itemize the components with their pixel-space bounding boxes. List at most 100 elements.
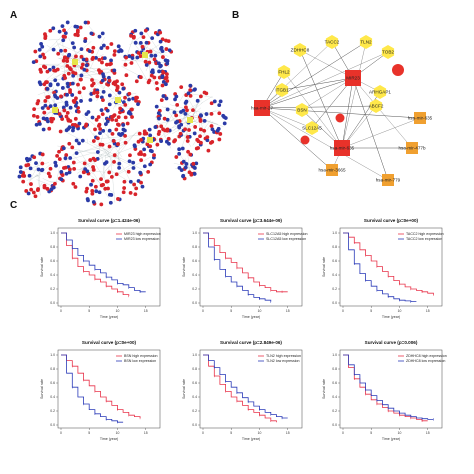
node-label: BSN: [297, 108, 306, 113]
network-node: [108, 200, 113, 205]
y-tick-label: 1.0: [50, 231, 55, 235]
network-node: [91, 200, 96, 204]
network-edge: [341, 77, 354, 149]
network-node: [204, 91, 209, 96]
network-node: [148, 162, 153, 167]
network-node: [159, 63, 163, 68]
network-edge: [190, 120, 205, 124]
network-node: [31, 60, 36, 65]
network-node: [206, 148, 211, 153]
network-node: [165, 72, 169, 77]
network-node: [134, 79, 139, 84]
network-node: [39, 42, 43, 46]
x-tick-label: 5: [230, 309, 232, 313]
network-node: [101, 43, 106, 48]
network-edge: [261, 107, 389, 181]
network-node: [121, 123, 126, 127]
network-edge: [110, 100, 114, 102]
network-node: [101, 98, 105, 103]
network-node: [65, 59, 70, 63]
network-edge: [101, 154, 106, 179]
network-node: [112, 52, 117, 57]
network-node: [71, 181, 76, 186]
network-node: [221, 113, 226, 118]
network-node: [70, 41, 75, 45]
network-node: [172, 110, 177, 115]
network-node: [39, 168, 44, 173]
x-axis-label: Time (year): [382, 315, 400, 319]
network-node: [217, 103, 222, 108]
legend-entry: BSN low expression: [124, 359, 156, 363]
panel-a-network: [17, 20, 228, 207]
network-node: [148, 49, 153, 54]
network-node: [139, 180, 143, 185]
network-node: [99, 46, 104, 50]
network-node: [164, 38, 168, 43]
node-label: hsa-mir-779: [376, 178, 401, 183]
network-node: [123, 133, 127, 138]
network-node: [91, 81, 96, 86]
network-node: [185, 139, 190, 143]
plot-frame: [57, 349, 161, 429]
network-node: [138, 40, 143, 45]
network-node: [65, 20, 70, 25]
network-node: [159, 45, 164, 50]
survival-curve: [343, 354, 428, 422]
network-node: [73, 32, 78, 37]
network-node: [79, 54, 84, 59]
network-edge: [352, 77, 389, 181]
network-node: [153, 53, 158, 58]
network-node: [93, 127, 97, 132]
network-node: [51, 26, 56, 31]
network-node: [188, 93, 193, 98]
network-node: [65, 92, 69, 97]
network-node: [100, 78, 105, 83]
network-node: [191, 108, 195, 113]
network-node: [122, 179, 127, 184]
network-node: [66, 84, 70, 89]
x-tick-label: 15: [426, 431, 430, 435]
network-node: [126, 111, 131, 115]
network-edge: [62, 130, 136, 168]
network-node: [36, 99, 41, 103]
y-tick-label: 1.0: [50, 353, 55, 357]
network-node: [104, 160, 109, 165]
network-node: [115, 88, 119, 93]
network-node: [139, 137, 143, 142]
network-node: [31, 190, 36, 195]
network-node: [83, 20, 88, 25]
network-node: [32, 107, 37, 112]
network-node: [120, 131, 125, 136]
network-node: [152, 75, 157, 80]
network-node: [90, 78, 94, 82]
network-node: [53, 160, 58, 165]
y-tick-label: 0.4: [50, 395, 55, 399]
network-node: [63, 156, 68, 161]
network-edge: [34, 174, 40, 178]
network-node: [61, 38, 66, 43]
network-node: [55, 82, 60, 87]
network-node: [158, 30, 163, 35]
network-node: [154, 61, 159, 66]
gene-node: [373, 85, 387, 99]
network-node: [100, 60, 104, 65]
network-node: [157, 69, 161, 74]
network-node: [186, 149, 190, 154]
network-node: [46, 95, 51, 99]
network-edge: [184, 114, 186, 124]
network-edge: [89, 37, 105, 70]
network-node: [35, 115, 40, 119]
network-node: [123, 95, 127, 100]
network-node: [64, 128, 69, 133]
network-node: [210, 140, 215, 144]
plot-frame: [57, 227, 161, 307]
network-edge: [105, 141, 148, 159]
network-node: [218, 132, 223, 136]
y-axis-label: Survival rate: [322, 379, 326, 399]
network-node: [94, 117, 99, 122]
network-node: [183, 111, 188, 116]
network-node: [34, 161, 38, 166]
hub-node-label: MIR23: [346, 76, 360, 81]
network-node: [133, 40, 138, 45]
survival-plot: Survival curve (p=1.424e-06) 0 5 10 15 0.0 0.2…: [40, 218, 161, 319]
